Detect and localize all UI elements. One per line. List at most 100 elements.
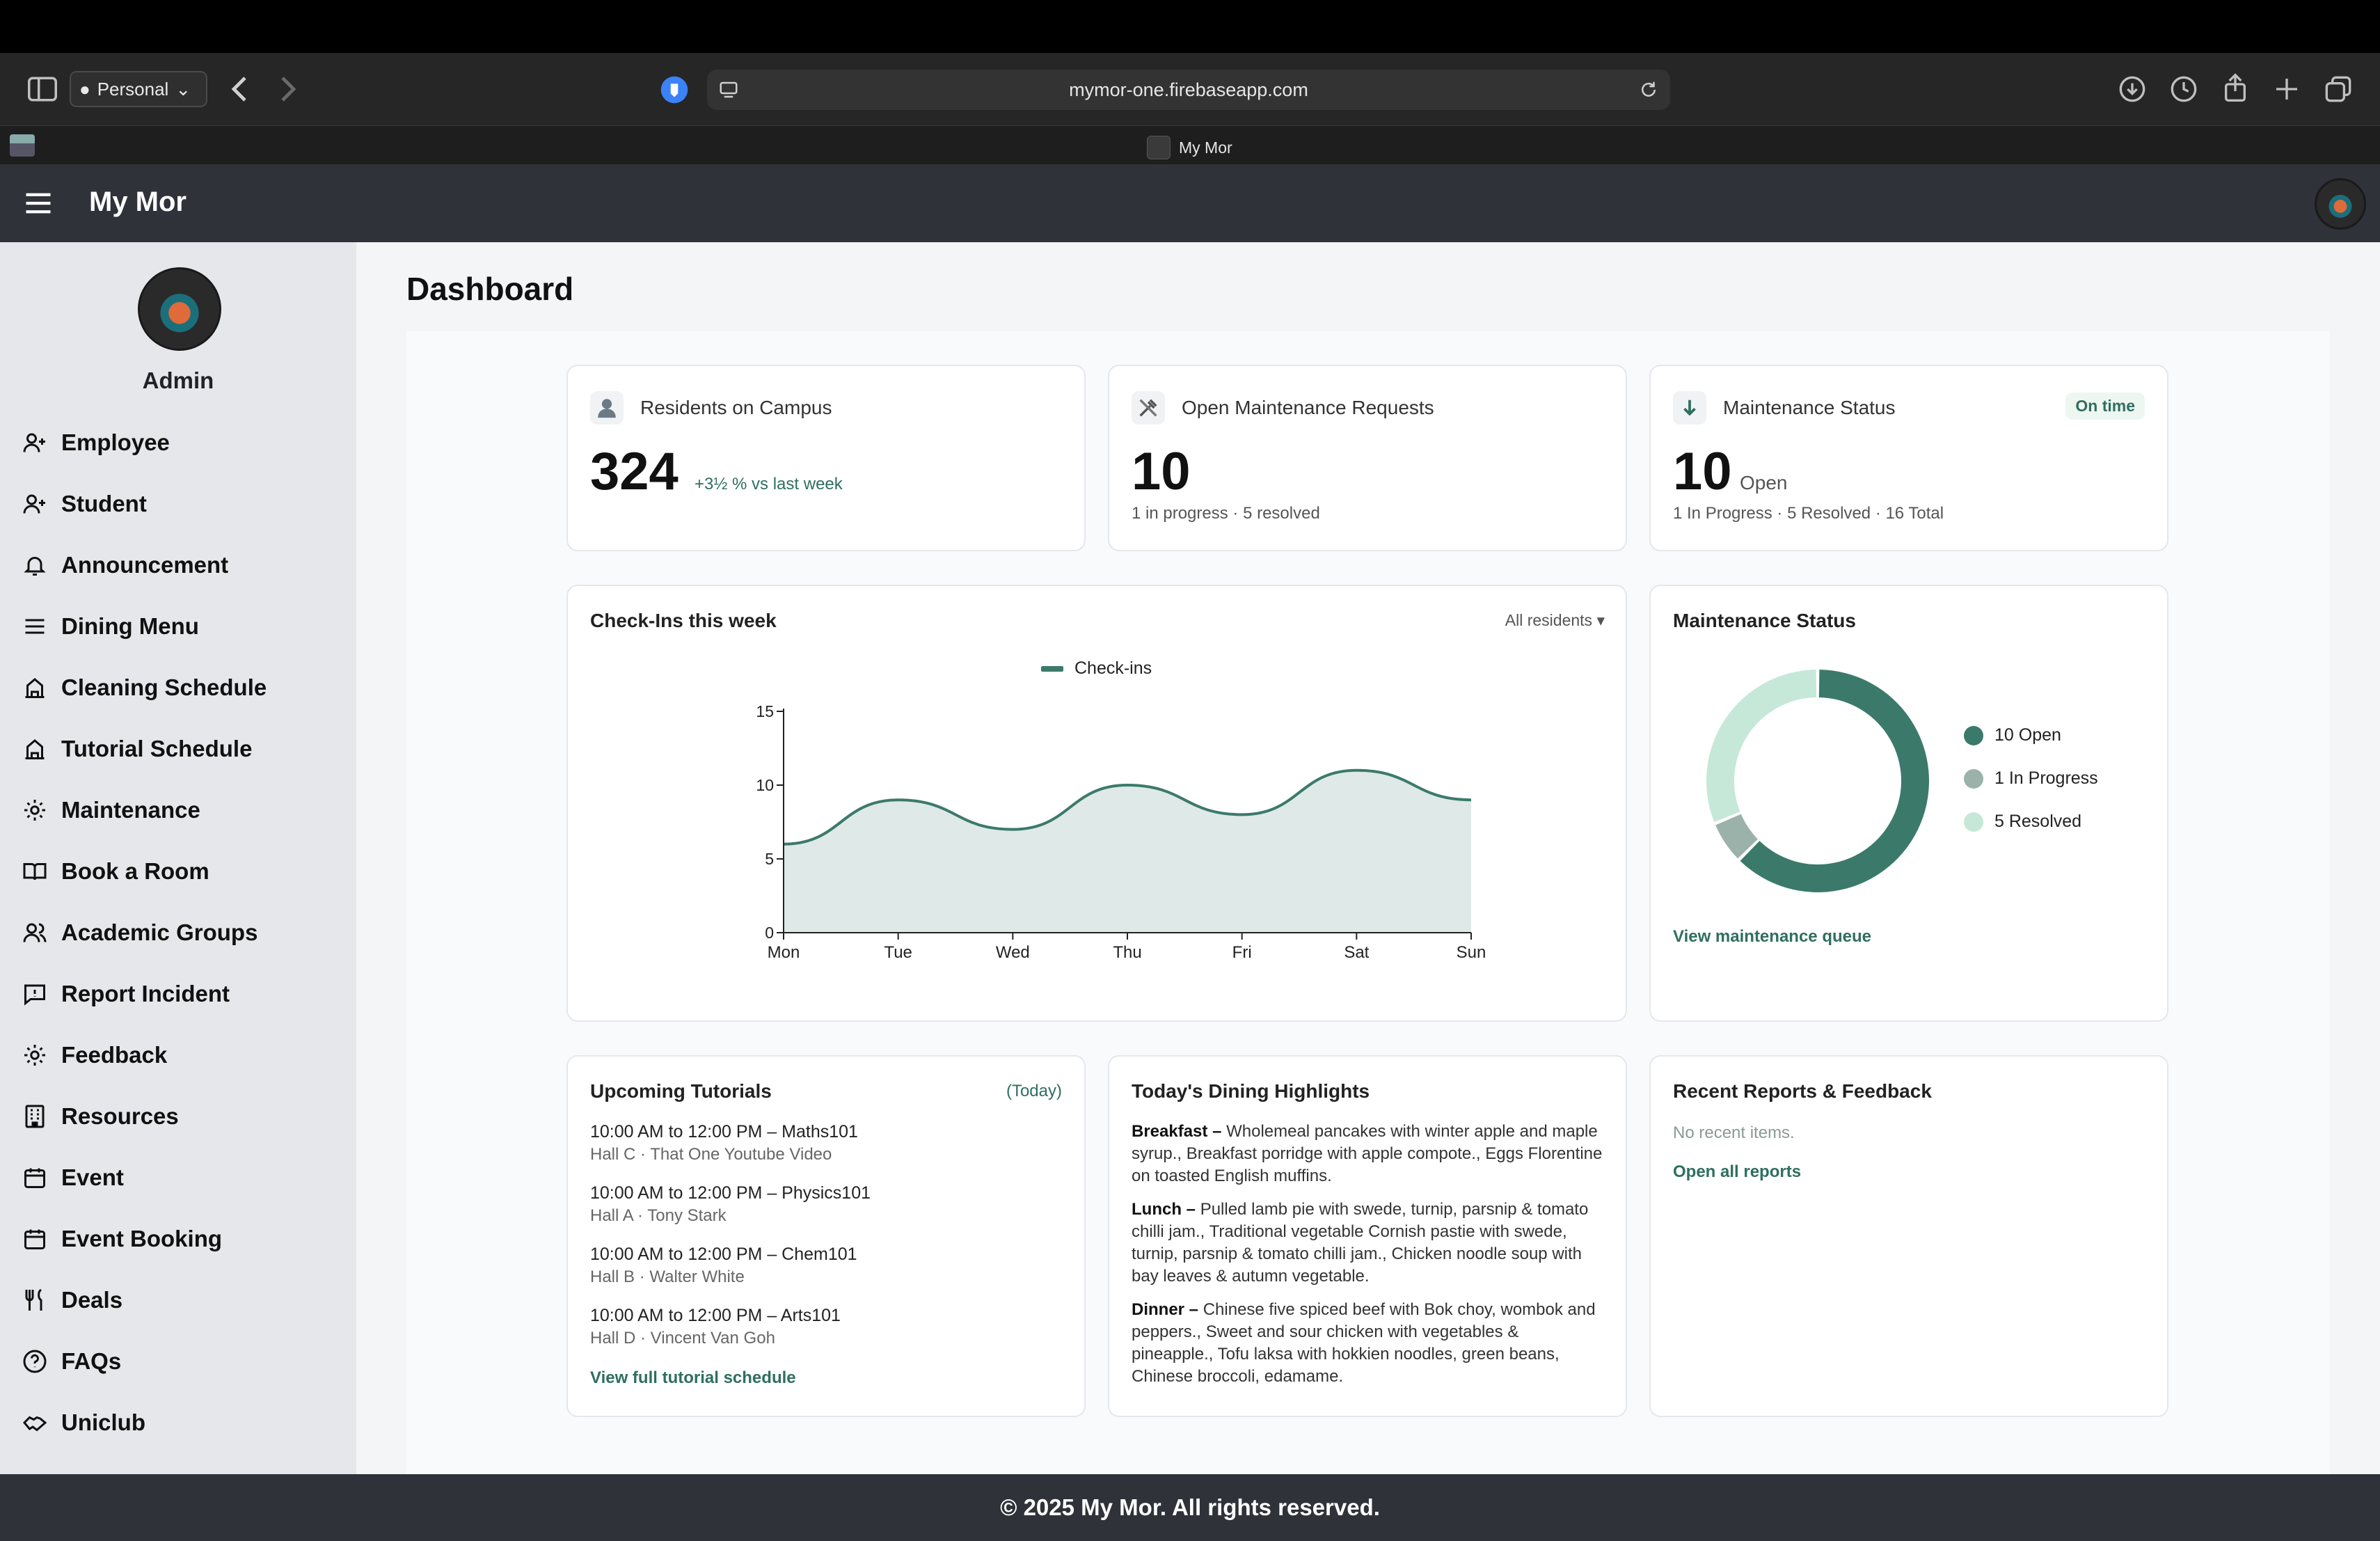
calendar-icon xyxy=(21,1225,49,1253)
dashboard-panel: Residents on Campus 324 +3½ % vs last we… xyxy=(406,331,2330,1474)
sidebar-item-label: Uniclub xyxy=(61,1409,145,1435)
book-icon xyxy=(21,858,49,885)
maintenance-open-value: 10 xyxy=(1673,442,1732,501)
tab-overview-icon[interactable] xyxy=(2324,75,2352,103)
calendar-icon xyxy=(21,1164,49,1192)
profile-label: Personal xyxy=(97,78,169,100)
sidebar-item-uniclub[interactable]: Uniclub xyxy=(21,1409,145,1437)
sidebar: Admin Employee Student Announcement Dining … xyxy=(0,242,356,1474)
view-tutorial-schedule-link[interactable]: View full tutorial schedule xyxy=(590,1368,796,1387)
user-plus-icon xyxy=(21,490,49,518)
utensils-icon xyxy=(21,1286,49,1314)
donut-slice-open xyxy=(1740,670,1929,892)
user-plus-icon xyxy=(21,429,49,457)
tutorials-title: Upcoming Tutorials xyxy=(590,1080,772,1102)
sidebar-item-student[interactable]: Student xyxy=(21,490,147,518)
dining-dinner: Dinner – Chinese five spiced beef with B… xyxy=(1132,1300,1596,1386)
sidebar-item-label: Announcement xyxy=(61,552,229,578)
reports-card: Recent Reports & Feedback No recent item… xyxy=(1649,1055,2168,1417)
sidebar-avatar xyxy=(138,267,221,351)
x-tick-label: Tue xyxy=(884,943,912,962)
residents-card: Residents on Campus 324 +3½ % vs last we… xyxy=(566,365,1086,551)
app-header: My Mor xyxy=(0,164,2380,242)
reload-icon[interactable] xyxy=(1638,79,1659,100)
gear-icon xyxy=(21,1041,49,1069)
sidebar-item-report-incident[interactable]: Report Incident xyxy=(21,980,230,1008)
reports-empty: No recent items. xyxy=(1673,1123,1795,1142)
sidebar-item-employee[interactable]: Employee xyxy=(21,429,170,457)
main-content: Dashboard Residents on Campus 324 +3½ % … xyxy=(356,242,2380,1474)
sidebar-item-label: Report Incident xyxy=(61,981,230,1006)
pinned-tab-icon[interactable] xyxy=(10,134,35,157)
header-avatar[interactable] xyxy=(2315,178,2366,230)
checkins-card: Check-Ins this week All residents ▾ Chec… xyxy=(566,585,1627,1022)
dining-breakfast: Breakfast – Wholemeal pancakes with wint… xyxy=(1132,1122,1603,1185)
sidebar-item-label: Dining Menu xyxy=(61,613,199,639)
downloads-icon[interactable] xyxy=(2118,75,2146,103)
message-icon xyxy=(21,980,49,1008)
checkins-area-fill xyxy=(784,770,1471,933)
tools-icon xyxy=(1132,391,1165,425)
maintenance-open-suffix: Open xyxy=(1740,472,1788,493)
sidebar-item-label: Maintenance xyxy=(61,797,200,823)
sidebar-item-feedback[interactable]: Feedback xyxy=(21,1041,167,1069)
url-text: mymor-one.firebaseapp.com xyxy=(1069,79,1308,100)
reader-icon[interactable] xyxy=(718,79,739,100)
x-tick-label: Thu xyxy=(1113,943,1141,962)
tutorial-item[interactable]: 10:00 AM to 12:00 PM – Maths101 Hall C · … xyxy=(590,1122,858,1164)
sidebar-item-event-booking[interactable]: Event Booking xyxy=(21,1225,222,1253)
hamburger-menu-icon[interactable] xyxy=(24,189,53,217)
address-bar[interactable]: mymor-one.firebaseapp.com xyxy=(707,70,1670,110)
sidebar-item-dining-menu[interactable]: Dining Menu xyxy=(21,613,199,640)
open-requests-value: 10 xyxy=(1132,442,1191,501)
profile-button[interactable]: ● Personal ⌄ xyxy=(70,71,207,107)
reports-title: Recent Reports & Feedback xyxy=(1673,1080,1932,1102)
sidebar-item-announcement[interactable]: Announcement xyxy=(21,551,228,579)
dining-title: Today's Dining Highlights xyxy=(1132,1080,1370,1102)
checkins-legend: Check-ins xyxy=(1041,658,1152,679)
person-icon xyxy=(590,391,624,425)
residents-value: 324 xyxy=(590,442,679,501)
sidebar-item-faqs[interactable]: FAQs xyxy=(21,1348,121,1375)
tutorial-item[interactable]: 10:00 AM to 12:00 PM – Physics101 Hall A … xyxy=(590,1183,871,1225)
forward-icon[interactable] xyxy=(278,75,298,103)
sidebar-item-event[interactable]: Event xyxy=(21,1164,124,1192)
y-tick-label: 15 xyxy=(756,702,774,720)
sidebar-item-cleaning-schedule[interactable]: Cleaning Schedule xyxy=(21,674,267,702)
office-icon xyxy=(21,1103,49,1130)
residents-filter-dropdown[interactable]: All residents ▾ xyxy=(1505,611,1605,629)
sidebar-item-book-a-room[interactable]: Book a Room xyxy=(21,858,209,885)
share-icon[interactable] xyxy=(2221,72,2249,103)
sidebar-toggle-icon[interactable] xyxy=(28,77,57,102)
tutorial-item[interactable]: 10:00 AM to 12:00 PM – Chem101 Hall B · W… xyxy=(590,1244,857,1286)
users-icon xyxy=(21,919,49,947)
open-all-reports-link[interactable]: Open all reports xyxy=(1673,1162,1802,1181)
history-icon[interactable] xyxy=(2170,75,2198,103)
privacy-shield-icon[interactable] xyxy=(660,75,689,104)
sidebar-item-deals[interactable]: Deals xyxy=(21,1286,122,1314)
sidebar-item-tutorial-schedule[interactable]: Tutorial Schedule xyxy=(21,735,252,763)
sidebar-item-label: Event xyxy=(61,1164,124,1190)
maintenance-donut-title: Maintenance Status xyxy=(1673,610,1856,631)
checkins-series-line xyxy=(783,768,1472,846)
sidebar-item-resources[interactable]: Resources xyxy=(21,1103,179,1130)
back-icon[interactable] xyxy=(230,75,249,103)
sidebar-item-label: Deals xyxy=(61,1287,123,1313)
tab-my-mor[interactable]: My Mor xyxy=(1147,136,1232,159)
tutorial-item[interactable]: 10:00 AM to 12:00 PM – Arts101 Hall D · V… xyxy=(590,1306,841,1348)
view-maintenance-queue-link[interactable]: View maintenance queue xyxy=(1673,927,1871,946)
app-title: My Mor xyxy=(89,187,187,217)
footer: © 2025 My Mor. All rights reserved. xyxy=(0,1474,2380,1541)
y-tick-label: 5 xyxy=(765,850,774,868)
sidebar-item-label: Event Booking xyxy=(61,1226,223,1251)
open-requests-label: Open Maintenance Requests xyxy=(1182,397,1434,418)
residents-delta: +3½ % vs last week xyxy=(695,475,843,493)
sidebar-item-academic-groups[interactable]: Academic Groups xyxy=(21,919,257,947)
donut-slice-resolved xyxy=(1706,670,1817,823)
sidebar-item-maintenance[interactable]: Maintenance xyxy=(21,796,200,824)
page-title: Dashboard xyxy=(406,271,574,307)
maintenance-status-sub: 1 In Progress · 5 Resolved · 16 Total xyxy=(1673,504,1944,523)
checkins-area-chart: 0 5 10 15 Mon Tue Wed Thu Fri Sat Sun xyxy=(756,702,1486,962)
new-tab-icon[interactable] xyxy=(2273,75,2301,103)
x-tick-label: Mon xyxy=(768,943,800,962)
